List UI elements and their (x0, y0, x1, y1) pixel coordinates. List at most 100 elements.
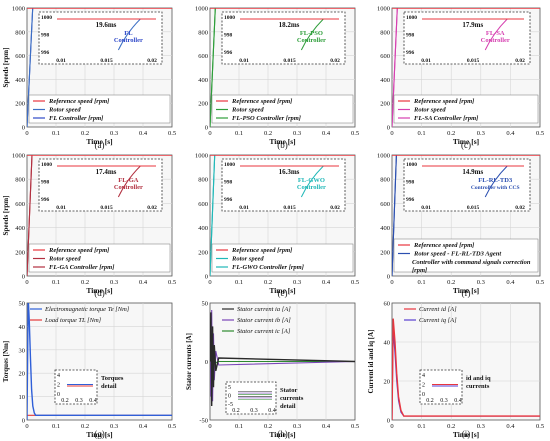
inset-x-tick: 0.4 (454, 398, 462, 404)
inset-y-tick: 996 (41, 197, 50, 203)
series-line-1 (392, 318, 540, 420)
x-tick-label: 0 (390, 279, 393, 286)
legend-label: Stator current ib [A] (237, 317, 291, 324)
settling-time-annotation: 14.9ms (462, 168, 483, 176)
inset-box (221, 11, 346, 65)
inset-y-tick: 0 (228, 394, 231, 400)
y-tick-label: 1000 (12, 153, 25, 160)
x-tick-label: 0.5 (351, 130, 359, 137)
x-tick-label: 0.4 (322, 423, 331, 430)
x-tick-label: 0.1 (418, 423, 426, 430)
y-tick-label: 1000 (377, 6, 390, 13)
y-tick-label: 0 (205, 125, 208, 132)
y-tick-label: 1000 (12, 6, 25, 13)
x-tick-label: 0.2 (264, 130, 272, 137)
x-tick-label: 0.5 (168, 423, 176, 430)
series-line-2 (27, 155, 172, 276)
x-tick-label: 0.4 (139, 279, 148, 286)
y-tick-label: 400 (15, 77, 25, 84)
x-tick-label: 0.5 (536, 130, 544, 137)
settling-time-annotation: 17.4ms (96, 168, 117, 176)
inset-x-tick: 0.3 (440, 398, 448, 404)
y-tick-label: 800 (15, 177, 25, 184)
y-tick-label: 0 (387, 125, 390, 132)
x-tick-label: 0.1 (418, 130, 426, 137)
legend-label: Controller with command signals correcti… (412, 259, 531, 274)
y-tick-label: 0 (387, 274, 390, 281)
legend-label: Reference speed [rpm] (231, 247, 292, 254)
inset-x-tick: 0.015 (283, 58, 296, 64)
y-tick-label: 200 (380, 101, 390, 108)
legend-label-line: [rpm] (412, 267, 427, 274)
inset-y-tick: 1000 (224, 162, 235, 168)
plot-area (26, 302, 173, 421)
legend-label-line: Controller with command signals correcti… (412, 259, 531, 266)
x-tick-label: 0.3 (293, 279, 301, 286)
controller-label: Controller (297, 37, 326, 44)
inset-y-tick: 996 (41, 50, 50, 56)
x-tick-label: 0.1 (418, 279, 426, 286)
legend-label: FL-GA Controller [rpm] (49, 264, 114, 271)
inset-y-tick: 1000 (41, 162, 52, 168)
legend-label: Reference speed [rpm] (231, 98, 292, 105)
inset-detail-label: currents (280, 395, 304, 402)
legend-label: Reference speed [rpm] (48, 98, 109, 105)
y-tick-label: 20 (19, 371, 26, 378)
inset-y-tick: 0 (57, 392, 60, 398)
x-tick-label: 0.4 (139, 423, 148, 430)
legend-label: Rotor speed (413, 107, 446, 114)
y-tick-label: 600 (198, 201, 208, 208)
legend-box (393, 94, 539, 124)
y-axis-label: Torques [Nm] (2, 341, 10, 382)
inset-detail-label: Stator (280, 387, 297, 394)
inset-y-tick: 2 (422, 383, 425, 389)
inset-y-tick: 998 (406, 180, 415, 186)
y-tick-label: 400 (380, 225, 390, 232)
series-line-1 (27, 303, 172, 420)
x-axis-label: Time [s] (86, 430, 112, 439)
x-tick-label: 0.2 (447, 423, 455, 430)
inset-curve (484, 18, 508, 51)
x-tick-label: 0.5 (168, 279, 176, 286)
y-tick-label: 800 (198, 29, 208, 36)
y-tick-label: 0 (205, 274, 208, 281)
controller-label: Controller with CCS (471, 185, 520, 191)
y-tick-label: 1000 (195, 153, 208, 160)
legend-box (393, 238, 539, 273)
legend-box (28, 243, 171, 273)
y-tick-label: 600 (380, 53, 390, 60)
x-tick-label: 0.2 (81, 279, 89, 286)
x-axis-label: Time [s] (86, 137, 112, 146)
y-tick-label: 200 (15, 101, 25, 108)
inset-y-tick: 996 (406, 197, 415, 203)
legend-label: Rotor speed (48, 107, 81, 114)
legend-box (28, 94, 171, 124)
legend-label: Rotor speed (231, 107, 264, 114)
series-line-2 (210, 155, 355, 276)
x-tick-label: 0 (25, 130, 28, 137)
inset-x-tick: 0.01 (239, 205, 249, 211)
panel-caption: (a) (95, 140, 105, 150)
inset-x-tick: 0.3 (75, 398, 83, 404)
legend-label: FL Controller [rpm] (49, 115, 103, 122)
panel-caption: (b) (277, 140, 288, 150)
x-axis-label: Time [s] (269, 430, 295, 439)
inset-x-tick: 0.01 (421, 205, 431, 211)
x-tick-label: 0.3 (477, 279, 485, 286)
y-tick-label: 10 (19, 394, 26, 401)
inset-y-tick: 1000 (224, 15, 235, 21)
y-tick-label: 200 (198, 249, 208, 256)
y-tick-label: 0 (387, 418, 390, 425)
x-tick-label: 0.3 (477, 130, 485, 137)
y-tick-label: 1000 (195, 6, 208, 13)
x-tick-label: 0.5 (168, 130, 176, 137)
y-tick-label: 400 (15, 225, 25, 232)
inset-curve (117, 18, 141, 51)
x-tick-label: 0.2 (447, 279, 455, 286)
x-tick-label: 0.2 (81, 423, 89, 430)
legend-label: Rotor speed - FL-RL-TD3 Agent (413, 251, 501, 258)
x-tick-label: 0 (208, 279, 211, 286)
y-tick-label: 400 (198, 225, 208, 232)
inset-x-tick: 0.015 (100, 58, 113, 64)
